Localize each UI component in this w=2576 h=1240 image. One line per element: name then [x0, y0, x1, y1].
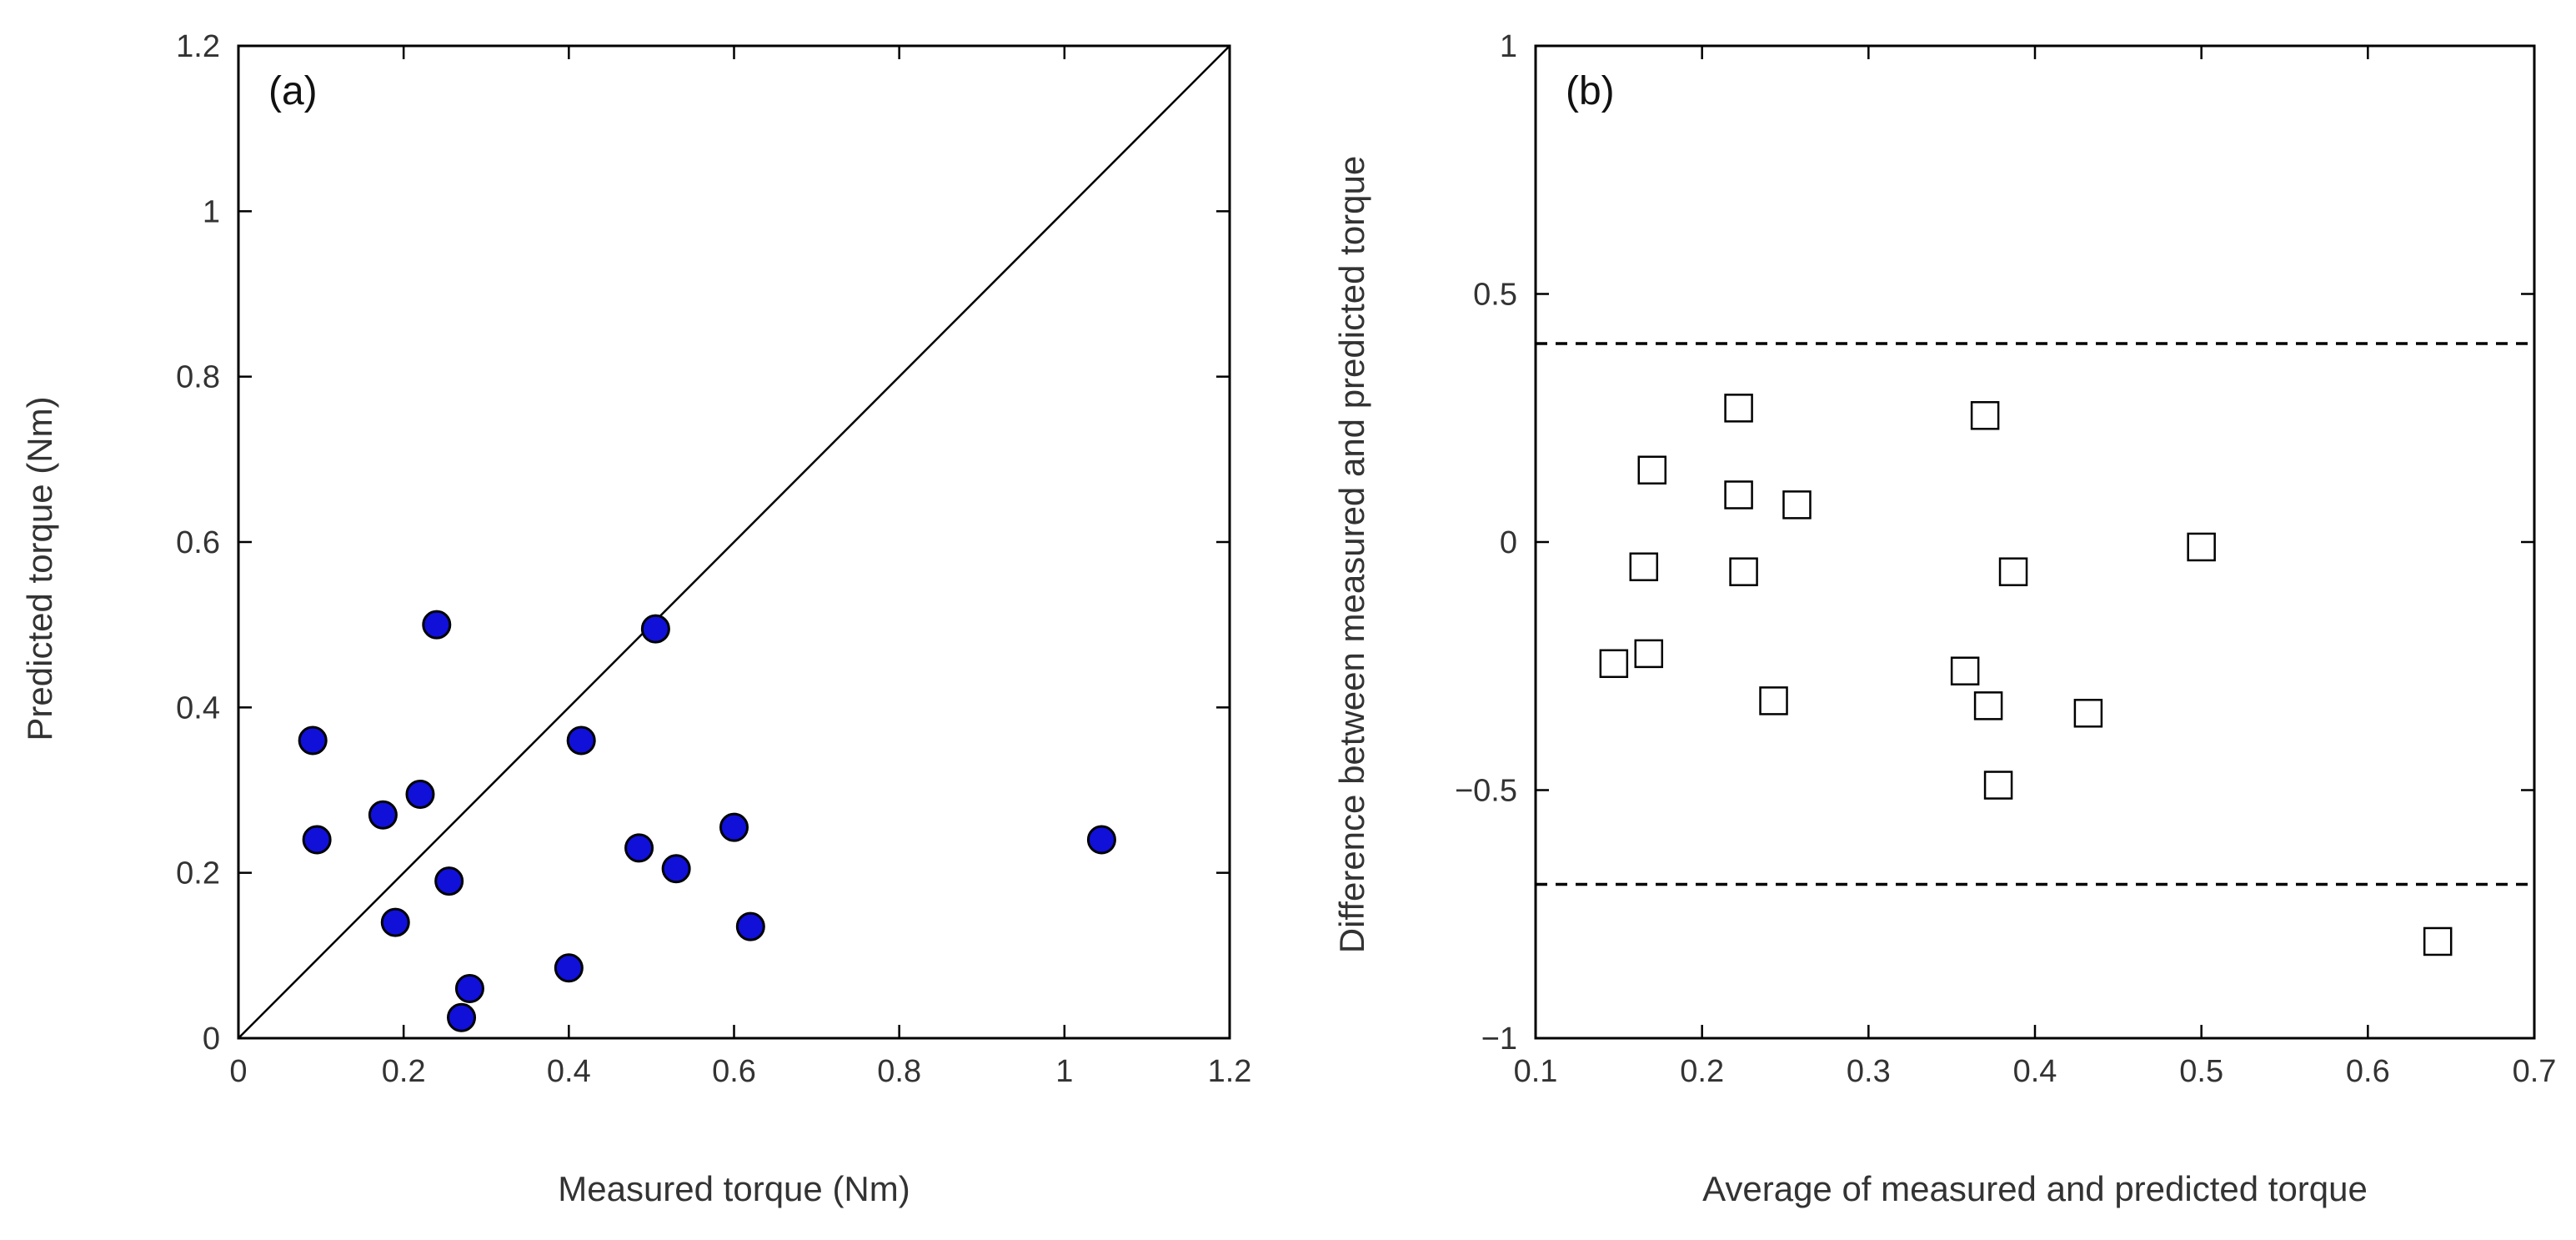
panel-b-limit-lines	[1536, 342, 2534, 886]
panel-a-points	[298, 610, 1116, 1032]
y-tick-label: 0.8	[176, 360, 220, 395]
panel-b-label: (b)	[1566, 69, 1615, 113]
x-tick-label: 0	[229, 1054, 247, 1089]
y-tick-label: 0.5	[1473, 278, 1517, 313]
data-point	[719, 812, 749, 842]
panel-b-plot-frame	[1534, 44, 2536, 1040]
data-point	[640, 614, 670, 644]
data-point	[2423, 926, 2453, 956]
data-point	[1634, 639, 1664, 669]
x-tick-label: 0.3	[1847, 1054, 1891, 1089]
data-point	[1599, 649, 1629, 679]
x-tick-label: 0.8	[877, 1054, 921, 1089]
x-tick-label: 0.6	[2346, 1054, 2390, 1089]
panel-b-points	[1599, 394, 2453, 956]
panel-b-ticks: 0.1 0.2 0.3 0.4 0.5 0.6 0.7 −1 −0.5 0 0.5 1	[1455, 29, 2556, 1089]
panel-a-x-axis-label: Measured torque (Nm)	[558, 1169, 910, 1208]
data-point	[1629, 552, 1659, 581]
data-point	[1086, 825, 1116, 855]
y-tick-label: −1	[1481, 1022, 1517, 1057]
data-point	[1724, 480, 1753, 510]
data-point	[624, 833, 654, 863]
y-tick-label: 0.4	[176, 690, 220, 725]
data-point	[566, 725, 596, 756]
data-point	[735, 911, 765, 941]
data-point	[454, 974, 484, 1003]
y-tick-label: 0.6	[176, 525, 220, 560]
data-point	[1983, 771, 2013, 800]
x-tick-label: 1	[1055, 1054, 1073, 1089]
data-point	[380, 907, 410, 937]
data-point	[2073, 699, 2103, 728]
x-tick-label: 1.2	[1208, 1054, 1252, 1089]
panel-a-y-axis-label: Predicted torque (Nm)	[20, 396, 59, 740]
data-point	[1950, 656, 1980, 685]
data-point	[1637, 455, 1667, 484]
data-point	[2187, 532, 2216, 562]
data-point	[368, 800, 398, 830]
y-tick-label: 1.2	[176, 29, 220, 64]
data-point	[1759, 686, 1788, 715]
data-point	[1724, 394, 1753, 423]
y-tick-label: 1	[203, 194, 220, 229]
data-point	[405, 779, 435, 809]
x-tick-label: 0.4	[2013, 1054, 2057, 1089]
y-tick-label: 0	[203, 1022, 220, 1057]
panel-a: 0 0.2 0.4 0.6 0.8 1 1.2 0 0.2 0.4 0.6 0.8 1 1.2 (a) M…	[20, 29, 1251, 1208]
x-tick-label: 0.4	[547, 1054, 591, 1089]
panel-b-y-axis-label: Difference between measured and predicte…	[1332, 156, 1371, 954]
x-tick-label: 0.2	[1680, 1054, 1724, 1089]
x-tick-label: 0.5	[2179, 1054, 2223, 1089]
y-tick-label: 1	[1500, 29, 1517, 64]
y-tick-label: −0.5	[1455, 774, 1517, 809]
x-tick-label: 0.1	[1514, 1054, 1558, 1089]
panel-b-x-axis-label: Average of measured and predicted torque	[1702, 1169, 2368, 1208]
data-point	[1970, 401, 2000, 430]
data-point	[1973, 691, 2003, 720]
y-tick-label: 0.2	[176, 856, 220, 891]
y-tick-label: 0	[1500, 525, 1517, 560]
data-point	[302, 825, 332, 855]
x-tick-label: 0.6	[712, 1054, 756, 1089]
identity-line	[238, 45, 1230, 1039]
data-point	[661, 854, 691, 884]
x-tick-label: 0.7	[2513, 1054, 2557, 1089]
data-point	[1782, 490, 1812, 520]
panel-a-ticks: 0 0.2 0.4 0.6 0.8 1 1.2 0 0.2 0.4 0.6 0.8 1 1.2	[176, 29, 1251, 1089]
data-point	[434, 866, 464, 896]
panel-b: 0.1 0.2 0.3 0.4 0.5 0.6 0.7 −1 −0.5 0 0.5 1 (b) Ave…	[1332, 29, 2556, 1208]
data-point	[1729, 557, 1758, 586]
data-point	[447, 1002, 477, 1032]
panel-a-label: (a)	[268, 69, 318, 113]
data-point	[554, 953, 584, 983]
x-tick-label: 0.2	[382, 1054, 426, 1089]
data-point	[422, 610, 452, 640]
data-point	[298, 725, 328, 756]
data-point	[1998, 557, 2028, 586]
